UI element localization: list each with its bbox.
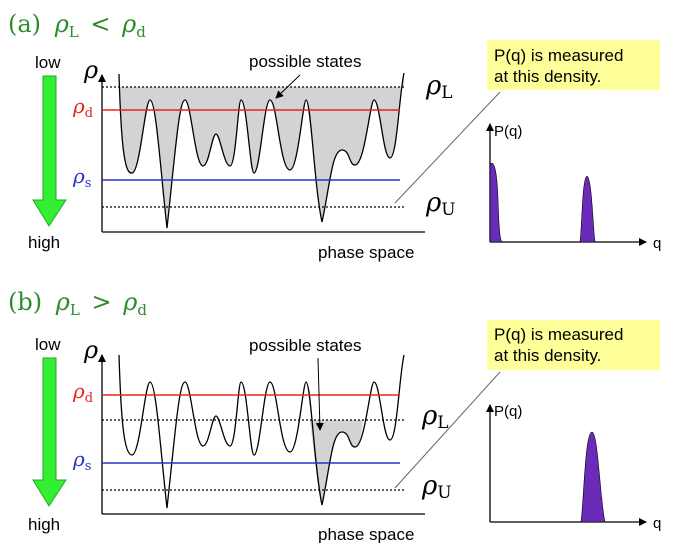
arrow-label-high: high [28, 233, 60, 252]
possible-states-label: possible states [249, 336, 361, 355]
arrow-label-low: low [35, 53, 61, 72]
rho-L-label: ρL [421, 401, 449, 433]
note-pointer [394, 91, 501, 204]
possible-states-region [310, 420, 363, 505]
density-arrow [32, 357, 67, 507]
possible-states-region [119, 73, 404, 228]
pq-y-label: P(q) [494, 123, 522, 140]
pq-x-label: q [653, 515, 661, 532]
panel-b-title: (b) ρL > ρd [8, 288, 147, 321]
y-axis-label: ρ [83, 336, 98, 364]
rho-s-label: ρs [72, 164, 91, 191]
rho-d-label: ρd [72, 94, 93, 121]
panel-b: (b) ρL > ρd low high ρ phase space ρd ρs… [8, 288, 661, 543]
panel-a: (a) ρL < ρd low high ρ phase space ρd ρs… [8, 10, 661, 262]
pq-x-label: q [653, 235, 661, 252]
density-arrow [32, 75, 67, 227]
note-box [487, 320, 660, 370]
pq-peak-2 [579, 175, 596, 243]
note-line-2: at this density. [494, 346, 601, 365]
rho-d-label: ρd [72, 379, 93, 406]
panel-a-title: (a) ρL < ρd [8, 10, 146, 43]
x-axis-label: phase space [318, 525, 414, 543]
note-line-2: at this density. [494, 67, 601, 86]
pq-peak-1 [489, 162, 503, 243]
x-axis-label: phase space [318, 243, 414, 262]
possible-states-pointer [275, 74, 301, 99]
rho-U-label: ρU [421, 471, 452, 503]
note-pointer [394, 371, 501, 489]
note-line-1: P(q) is measured [494, 325, 623, 344]
rho-s-label: ρs [72, 447, 91, 474]
rho-U-label: ρU [425, 188, 456, 220]
pq-y-label: P(q) [494, 403, 522, 420]
landscape-curve [118, 72, 405, 229]
pq-peak [580, 431, 606, 523]
y-axis-label: ρ [83, 56, 98, 84]
note-line-1: P(q) is measured [494, 46, 623, 65]
note-box [487, 40, 660, 90]
arrow-label-low: low [35, 335, 61, 354]
possible-states-pointer [315, 357, 324, 431]
possible-states-label: possible states [249, 52, 361, 71]
rho-L-label: ρL [425, 71, 453, 103]
arrow-label-high: high [28, 515, 60, 534]
landscape-curve [118, 354, 405, 509]
